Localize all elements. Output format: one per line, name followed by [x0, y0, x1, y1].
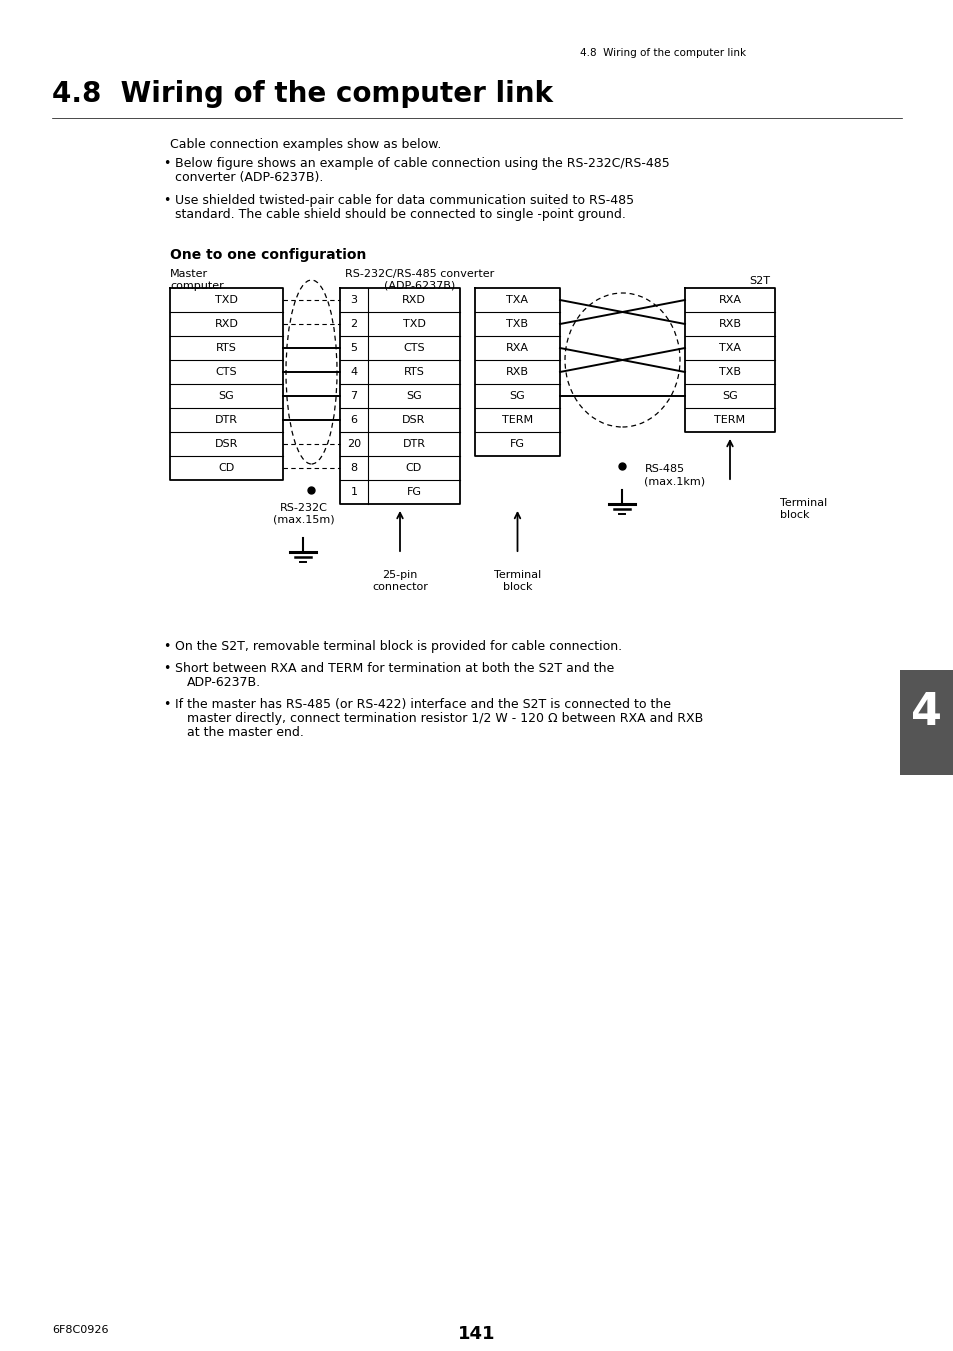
Text: RS-485: RS-485: [644, 463, 684, 474]
Text: •: •: [163, 698, 171, 711]
Text: 4: 4: [910, 690, 942, 734]
Text: TERM: TERM: [501, 415, 533, 426]
Text: RXD: RXD: [214, 319, 238, 330]
Text: TXD: TXD: [214, 295, 237, 305]
Text: DSR: DSR: [214, 439, 238, 449]
Text: standard. The cable shield should be connected to single -point ground.: standard. The cable shield should be con…: [174, 208, 625, 222]
Text: RXB: RXB: [505, 367, 529, 377]
Text: master directly, connect termination resistor 1/2 W - 120 Ω between RXA and RXB: master directly, connect termination res…: [187, 712, 702, 725]
Text: DSR: DSR: [402, 415, 425, 426]
Text: •: •: [163, 662, 171, 676]
Text: SG: SG: [218, 390, 234, 401]
Text: 25-pin: 25-pin: [382, 570, 417, 580]
Text: CTS: CTS: [215, 367, 237, 377]
Text: ADP-6237B.: ADP-6237B.: [187, 676, 261, 689]
Text: converter (ADP-6237B).: converter (ADP-6237B).: [174, 172, 323, 184]
Text: RS-232C/RS-485 converter: RS-232C/RS-485 converter: [345, 269, 494, 280]
Text: Use shielded twisted-pair cable for data communication suited to RS-485: Use shielded twisted-pair cable for data…: [174, 195, 634, 207]
Text: Cable connection examples show as below.: Cable connection examples show as below.: [170, 138, 441, 151]
Text: RXB: RXB: [718, 319, 740, 330]
Text: Below figure shows an example of cable connection using the RS-232C/RS-485: Below figure shows an example of cable c…: [174, 157, 669, 170]
Text: One to one configuration: One to one configuration: [170, 249, 366, 262]
Text: SG: SG: [721, 390, 737, 401]
Text: 6: 6: [350, 415, 357, 426]
Bar: [899, 670, 953, 775]
Text: •: •: [163, 640, 171, 653]
Text: SG: SG: [509, 390, 525, 401]
Text: TXA: TXA: [719, 343, 740, 353]
Text: On the S2T, removable terminal block is provided for cable connection.: On the S2T, removable terminal block is …: [174, 640, 621, 653]
Text: •: •: [163, 157, 171, 170]
Text: TXD: TXD: [402, 319, 425, 330]
Text: DTR: DTR: [214, 415, 237, 426]
Text: 20: 20: [347, 439, 360, 449]
Text: connector: connector: [372, 582, 428, 592]
Text: 2: 2: [350, 319, 357, 330]
Text: 3: 3: [350, 295, 357, 305]
Text: TERM: TERM: [714, 415, 745, 426]
Text: (max.1km): (max.1km): [644, 477, 705, 486]
Text: block: block: [502, 582, 532, 592]
Text: RXA: RXA: [505, 343, 529, 353]
Text: DTR: DTR: [402, 439, 425, 449]
Text: (max.15m): (max.15m): [273, 515, 334, 526]
Text: 7: 7: [350, 390, 357, 401]
Text: RTS: RTS: [403, 367, 424, 377]
Text: CTS: CTS: [403, 343, 424, 353]
Text: 4.8  Wiring of the computer link: 4.8 Wiring of the computer link: [52, 80, 553, 108]
Text: RS-232C: RS-232C: [279, 503, 327, 513]
Text: CD: CD: [218, 463, 234, 473]
Text: TXA: TXA: [506, 295, 528, 305]
Text: Short between RXA and TERM for termination at both the S2T and the: Short between RXA and TERM for terminati…: [174, 662, 614, 676]
Text: Master: Master: [170, 269, 208, 280]
Text: 8: 8: [350, 463, 357, 473]
Text: FG: FG: [406, 486, 421, 497]
Text: S2T: S2T: [748, 276, 769, 286]
Text: block: block: [780, 509, 809, 520]
Text: CD: CD: [405, 463, 421, 473]
Text: TXB: TXB: [506, 319, 528, 330]
Text: Terminal: Terminal: [494, 570, 540, 580]
Text: RXA: RXA: [718, 295, 740, 305]
Text: 5: 5: [350, 343, 357, 353]
Text: computer: computer: [170, 281, 224, 290]
Text: 1: 1: [350, 486, 357, 497]
Text: RXD: RXD: [401, 295, 425, 305]
Text: 4: 4: [350, 367, 357, 377]
Text: FG: FG: [510, 439, 524, 449]
Text: SG: SG: [406, 390, 421, 401]
Text: TXB: TXB: [719, 367, 740, 377]
Text: If the master has RS-485 (or RS-422) interface and the S2T is connected to the: If the master has RS-485 (or RS-422) int…: [174, 698, 670, 711]
Text: Terminal: Terminal: [780, 499, 826, 508]
Text: 6F8C0926: 6F8C0926: [52, 1325, 109, 1335]
Text: (ADP-6237B): (ADP-6237B): [384, 281, 456, 290]
Text: •: •: [163, 195, 171, 207]
Text: 4.8  Wiring of the computer link: 4.8 Wiring of the computer link: [579, 49, 745, 58]
Text: 141: 141: [457, 1325, 496, 1343]
Text: at the master end.: at the master end.: [187, 725, 304, 739]
Text: RTS: RTS: [215, 343, 236, 353]
